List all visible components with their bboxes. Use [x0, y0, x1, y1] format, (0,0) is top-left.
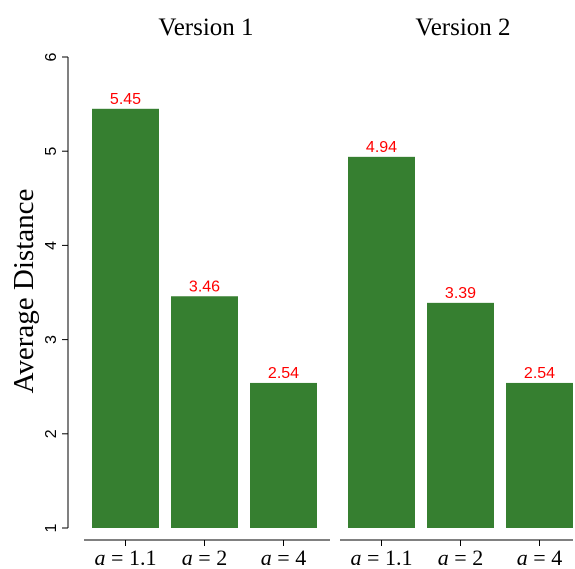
x-tick-value: = 4 — [528, 545, 562, 569]
data-label: 2.54 — [268, 365, 299, 382]
x-tick-label: a = 2 — [182, 545, 227, 569]
chart-panels: Version 15.45a = 1.13.46a = 22.54a = 4Ve… — [84, 14, 573, 569]
x-tick-label: a = 2 — [438, 545, 483, 569]
x-tick-label: a = 4 — [517, 545, 562, 569]
panel-title: Version 1 — [158, 14, 253, 41]
x-tick-value: = 2 — [449, 545, 483, 569]
x-tick-label: a = 4 — [261, 545, 306, 569]
y-tick-label: 2 — [43, 429, 60, 438]
x-tick-value: = 2 — [193, 545, 227, 569]
panel-title: Version 2 — [415, 14, 510, 41]
x-tick-label: a = 1.1 — [351, 545, 413, 569]
data-label: 3.39 — [445, 285, 476, 302]
y-tick-label: 5 — [43, 147, 60, 156]
y-tick-label: 4 — [43, 241, 60, 250]
data-label: 5.45 — [110, 91, 141, 108]
bar — [92, 108, 159, 528]
bar — [250, 382, 317, 528]
x-tick-variable: a — [517, 545, 528, 569]
data-label: 3.46 — [189, 278, 220, 295]
panel-2: Version 2 4.94 a = 1.1 3.39 a = 2 2.54 a = 4 — [340, 14, 573, 569]
y-tick-label: 3 — [43, 335, 60, 344]
x-tick-value: = 1.1 — [106, 545, 157, 569]
bar — [506, 382, 573, 528]
x-tick-value: = 4 — [272, 545, 306, 569]
x-tick-variable: a — [438, 545, 449, 569]
x-tick-value: = 1.1 — [362, 545, 413, 569]
data-label: 4.94 — [366, 139, 397, 156]
data-label: 2.54 — [524, 365, 555, 382]
x-tick-label: a = 1.1 — [95, 545, 157, 569]
bar — [171, 296, 238, 528]
panel-1: Version 1 5.45 a = 1.1 3.46 a = 2 2.54 a = 4 — [84, 14, 330, 569]
x-tick-variable: a — [351, 545, 362, 569]
y-tick-label: 1 — [43, 523, 60, 532]
bar — [427, 302, 494, 528]
y-tick-label: 6 — [43, 52, 60, 61]
y-axis: 1 2 3 4 5 6 — [43, 52, 69, 532]
x-tick-variable: a — [95, 545, 106, 569]
y-axis-label: Average Distance — [8, 189, 40, 394]
bar — [348, 156, 415, 529]
x-tick-variable: a — [261, 545, 272, 569]
x-tick-variable: a — [182, 545, 193, 569]
